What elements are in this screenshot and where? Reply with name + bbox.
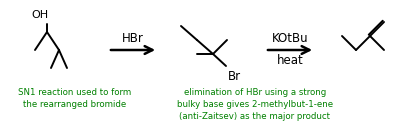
Text: elimination of HBr using a strong
bulky base gives 2-methylbut-1-ene
(anti-Zaits: elimination of HBr using a strong bulky … <box>177 88 332 121</box>
Text: Br: Br <box>228 70 241 83</box>
Text: HBr: HBr <box>122 32 144 45</box>
Text: heat: heat <box>276 54 303 67</box>
Text: SN1 reaction used to form
the rearranged bromide: SN1 reaction used to form the rearranged… <box>18 88 131 109</box>
Text: OH: OH <box>31 10 49 20</box>
Text: KOtBu: KOtBu <box>271 32 307 45</box>
